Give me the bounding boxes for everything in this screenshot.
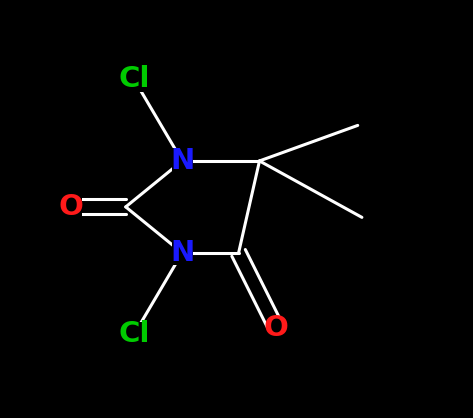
- Text: N: N: [170, 147, 194, 175]
- FancyBboxPatch shape: [118, 67, 150, 92]
- Text: O: O: [264, 314, 289, 342]
- FancyBboxPatch shape: [61, 194, 82, 219]
- FancyBboxPatch shape: [172, 240, 193, 265]
- Text: Cl: Cl: [118, 321, 150, 348]
- FancyBboxPatch shape: [266, 316, 287, 341]
- Text: O: O: [59, 193, 84, 221]
- Text: Cl: Cl: [118, 66, 150, 93]
- Text: N: N: [170, 239, 194, 267]
- FancyBboxPatch shape: [118, 322, 150, 347]
- FancyBboxPatch shape: [172, 148, 193, 173]
